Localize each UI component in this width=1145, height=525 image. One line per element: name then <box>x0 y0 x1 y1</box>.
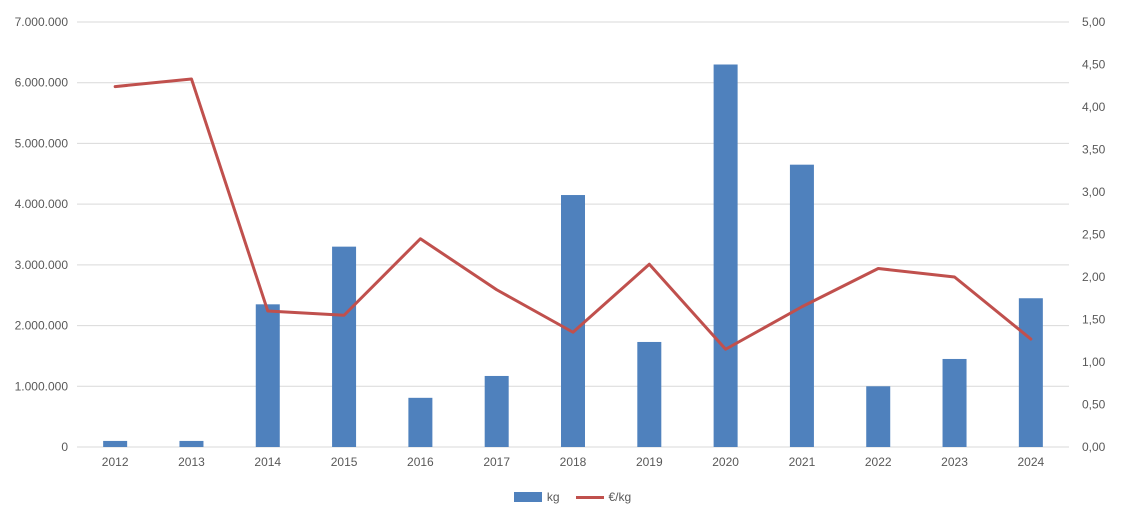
y-right-tick-label: 3,00 <box>1082 185 1106 199</box>
bar-2023 <box>942 358 967 447</box>
bar-2017 <box>484 375 509 447</box>
y-left-tick-label: 2.000.000 <box>15 319 69 333</box>
y-left-tick-label: 6.000.000 <box>15 76 69 90</box>
x-tick-label-2012: 2012 <box>102 455 129 469</box>
x-tick-label-2021: 2021 <box>789 455 816 469</box>
bar-2016 <box>408 397 433 447</box>
y-left-tick-label: 1.000.000 <box>15 379 69 393</box>
y-left-tick-label: 0 <box>61 440 68 454</box>
x-tick-label-2024: 2024 <box>1017 455 1044 469</box>
y-right-tick-label: 1,50 <box>1082 313 1106 327</box>
x-tick-label-2014: 2014 <box>254 455 281 469</box>
y-left-tick-label: 5.000.000 <box>15 136 69 150</box>
x-axis-labels: 2012 2013 2014 2015 2016 2017 2018 2019 2020 2021… <box>102 455 1045 469</box>
x-tick-label-2017: 2017 <box>483 455 510 469</box>
x-tick-label-2022: 2022 <box>865 455 892 469</box>
bar-2024 <box>1018 298 1043 447</box>
y-axis-left-labels: 0 1.000.000 2.000.000 3.000.000 4.000.000 5.0… <box>15 15 69 454</box>
legend-label-eur-kg: €/kg <box>608 490 632 504</box>
legend-label-kg: kg <box>546 490 560 504</box>
x-tick-label-2013: 2013 <box>178 455 205 469</box>
bar-series <box>103 64 1043 447</box>
y-right-tick-label: 2,00 <box>1082 270 1106 284</box>
y-right-tick-label: 3,50 <box>1082 143 1106 157</box>
legend-item-eur-kg: €/kg <box>575 490 632 504</box>
legend: kg €/kg <box>0 491 1145 503</box>
y-right-tick-label: 2,50 <box>1082 228 1106 242</box>
x-tick-label-2016: 2016 <box>407 455 434 469</box>
bar-2012 <box>103 440 128 447</box>
x-tick-label-2023: 2023 <box>941 455 968 469</box>
y-right-tick-label: 0,50 <box>1082 398 1106 412</box>
y-right-tick-label: 4,00 <box>1082 100 1106 114</box>
y-left-tick-label: 3.000.000 <box>15 258 69 272</box>
x-tick-label-2019: 2019 <box>636 455 663 469</box>
bar-2015 <box>332 246 357 447</box>
bar-2013 <box>179 440 204 447</box>
x-tick-label-2018: 2018 <box>560 455 587 469</box>
bar-2014 <box>255 304 280 447</box>
line-series <box>113 77 1033 351</box>
y-left-tick-label: 7.000.000 <box>15 15 69 29</box>
bar-swatch-icon <box>513 492 542 502</box>
bar-2020 <box>713 64 738 447</box>
y-right-tick-label: 0,00 <box>1082 440 1106 454</box>
bar-2022 <box>866 386 891 447</box>
bar-2019 <box>637 341 662 447</box>
price-line <box>113 77 1033 351</box>
y-left-tick-label: 4.000.000 <box>15 197 69 211</box>
y-axis-right-labels: 0,00 0,50 1,00 1,50 2,00 2,50 3,00 3,50 4,00 4,50… <box>1082 15 1106 454</box>
x-tick-label-2020: 2020 <box>712 455 739 469</box>
legend-item-kg: kg <box>513 490 560 504</box>
y-right-tick-label: 4,50 <box>1082 58 1106 72</box>
y-right-tick-label: 1,00 <box>1082 355 1106 369</box>
x-tick-label-2015: 2015 <box>331 455 358 469</box>
line-swatch-icon <box>575 495 604 499</box>
bar-2018 <box>561 195 585 447</box>
y-right-tick-label: 5,00 <box>1082 15 1106 29</box>
